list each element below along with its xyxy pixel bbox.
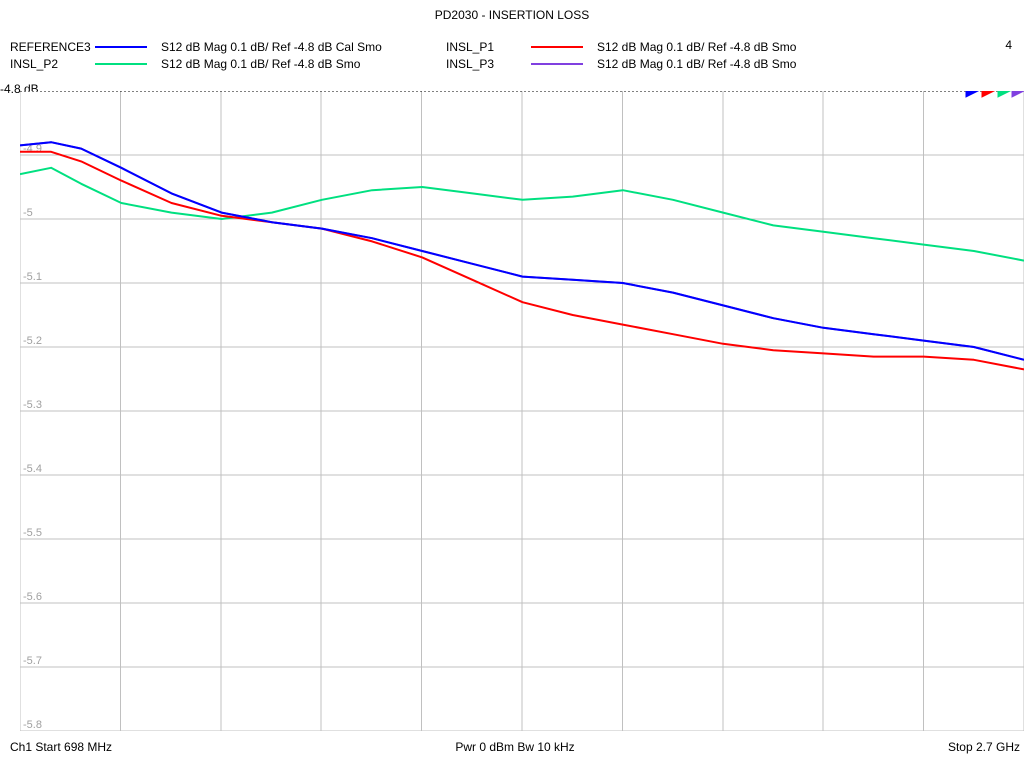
legend-name: INSL_P1 (446, 40, 531, 54)
svg-text:-5.7: -5.7 (23, 655, 42, 667)
svg-text:-5.2: -5.2 (23, 335, 42, 347)
svg-text:-5.3: -5.3 (23, 399, 42, 411)
legend-swatch (531, 46, 583, 48)
legend-spec: S12 dB Mag 0.1 dB/ Ref -4.8 dB Smo (161, 57, 446, 71)
svg-text:-5: -5 (23, 207, 33, 219)
svg-text:-5.4: -5.4 (23, 463, 42, 475)
svg-text:-5.5: -5.5 (23, 527, 42, 539)
legend-name: INSL_P2 (10, 57, 95, 71)
footer-power-bw: Pwr 0 dBm Bw 10 kHz (455, 740, 574, 754)
legend-swatch (531, 63, 583, 65)
svg-text:-5.1: -5.1 (23, 271, 42, 283)
svg-text:-5.6: -5.6 (23, 591, 42, 603)
chart-footer: Ch1 Start 698 MHz Pwr 0 dBm Bw 10 kHz St… (10, 740, 1020, 754)
legend-spec: S12 dB Mag 0.1 dB/ Ref -4.8 dB Smo (597, 57, 882, 71)
legend-name: INSL_P3 (446, 57, 531, 71)
legend-swatch (95, 63, 147, 65)
legend-spec: S12 dB Mag 0.1 dB/ Ref -4.8 dB Smo (597, 40, 882, 54)
insertion-loss-chart: -4.9-5-5.1-5.2-5.3-5.4-5.5-5.6-5.7-5.8 (20, 91, 1024, 731)
chart-title: PD2030 - INSERTION LOSS (0, 8, 1024, 22)
footer-start-freq: Ch1 Start 698 MHz (10, 740, 112, 754)
legend-row: REFERENCE3 S12 dB Mag 0.1 dB/ Ref -4.8 d… (10, 38, 1020, 55)
legend-name: REFERENCE3 (10, 40, 95, 54)
legend-swatch (95, 46, 147, 48)
legend: REFERENCE3 S12 dB Mag 0.1 dB/ Ref -4.8 d… (10, 38, 1020, 72)
svg-text:-5.8: -5.8 (23, 719, 42, 731)
footer-stop-freq: Stop 2.7 GHz (948, 740, 1020, 754)
marker-number: 4 (1005, 38, 1012, 52)
legend-spec: S12 dB Mag 0.1 dB/ Ref -4.8 dB Cal Smo (161, 40, 446, 54)
legend-row: INSL_P2 S12 dB Mag 0.1 dB/ Ref -4.8 dB S… (10, 55, 1020, 72)
